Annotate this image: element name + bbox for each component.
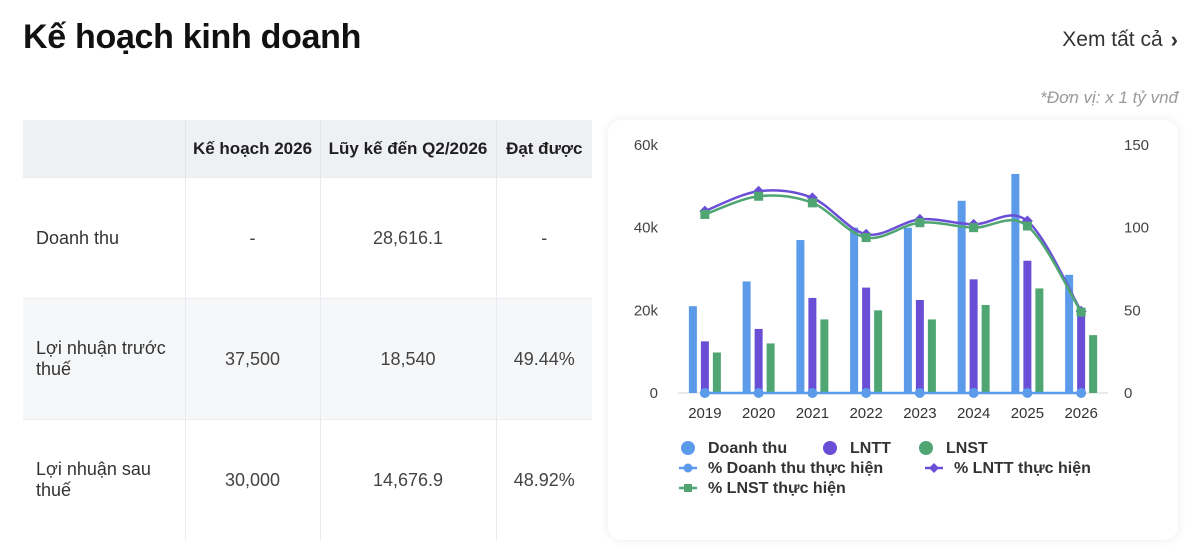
legend-swatch — [823, 441, 837, 455]
bar-lntt — [700, 341, 709, 393]
point-pct-doanh-thu-thực-hiện — [699, 388, 710, 398]
bar-lntt — [915, 300, 924, 393]
legend-marker — [683, 463, 693, 473]
bar-doanh-thu — [957, 200, 966, 393]
right-axis-tick-label: 150 — [1124, 137, 1149, 154]
plan-cell: 30,000 — [185, 419, 321, 540]
x-axis-tick-label: 2026 — [1064, 405, 1097, 422]
plan-cell: 37,500 — [185, 298, 321, 420]
point-pct-doanh-thu-thực-hiện — [861, 388, 872, 398]
x-axis-tick-label: 2021 — [796, 405, 829, 422]
bar-lnst — [981, 304, 990, 393]
table-row: Lợi nhuận sau thuế 30,000 14,676.9 48.92… — [23, 419, 592, 540]
row-label: Lợi nhuận sau thuế — [23, 419, 186, 540]
bar-lnst — [820, 319, 829, 393]
bar-lnst — [927, 319, 936, 393]
bar-doanh-thu — [688, 306, 697, 393]
chevron-right-icon: › — [1170, 27, 1178, 52]
unit-note: *Đơn vị: x 1 tỷ vnđ — [1040, 88, 1178, 107]
legend-label: LNST — [946, 440, 988, 457]
row-label: Lợi nhuận trước thuế — [23, 298, 186, 420]
ytd-cell: 14,676.9 — [320, 419, 497, 540]
point-pct-lnst-thực-hiện — [915, 218, 925, 228]
plan-table: Kế hoạch 2026 Lũy kế đến Q2/2026 Đạt đượ… — [23, 120, 592, 540]
x-axis-tick-label: 2022 — [849, 405, 882, 422]
achieved-cell: 48.92% — [496, 419, 592, 540]
point-pct-doanh-thu-thực-hiện — [1076, 388, 1087, 398]
table-header-cell — [23, 120, 186, 178]
bar-lntt — [1077, 316, 1086, 393]
bar-lnst — [874, 310, 883, 393]
table-header-cell: Kế hoạch 2026 — [185, 120, 321, 178]
legend-swatch — [681, 441, 695, 455]
bar-lntt — [808, 297, 817, 393]
x-axis-tick-label: 2020 — [742, 405, 775, 422]
achieved-cell: 49.44% — [496, 298, 592, 420]
bar-lntt — [969, 279, 978, 393]
see-all-link[interactable]: Xem tất cả › — [1062, 28, 1178, 52]
bar-doanh-thu — [1011, 173, 1020, 393]
x-axis-tick-label: 2025 — [1011, 405, 1044, 422]
bar-lntt — [754, 328, 763, 393]
right-axis-tick-label: 0 — [1124, 385, 1132, 402]
point-pct-doanh-thu-thực-hiện — [968, 388, 979, 398]
plan-cell: - — [185, 177, 321, 299]
point-pct-lnst-thực-hiện — [754, 191, 764, 201]
page-title: Kế hoạch kinh doanh — [23, 18, 362, 56]
legend-label: % LNTT thực hiện — [954, 460, 1091, 477]
point-pct-doanh-thu-thực-hiện — [807, 388, 818, 398]
left-axis-tick-label: 20k — [634, 302, 659, 319]
left-axis-tick-label: 60k — [634, 137, 659, 154]
point-pct-doanh-thu-thực-hiện — [914, 388, 925, 398]
point-pct-lnst-thực-hiện — [1076, 307, 1086, 317]
legend-label: % Doanh thu thực hiện — [708, 460, 883, 477]
point-pct-lnst-thực-hiện — [861, 233, 871, 243]
bar-lnst — [1035, 288, 1044, 393]
bar-lnst — [712, 352, 721, 393]
table-header-row: Kế hoạch 2026 Lũy kế đến Q2/2026 Đạt đượ… — [23, 120, 592, 178]
right-axis-tick-label: 50 — [1124, 302, 1141, 319]
combo-chart: 0 20k 40k 60k 0 50 100 150 2019 2020 2021 2022 2023 2… — [634, 137, 1149, 497]
see-all-label: Xem tất cả — [1062, 28, 1163, 51]
bar-doanh-thu — [1065, 274, 1074, 393]
point-pct-lntt-thực-hiện — [1021, 215, 1033, 227]
bar-lntt — [1023, 260, 1032, 393]
point-pct-doanh-thu-thực-hiện — [753, 388, 764, 398]
chart-card: 0 20k 40k 60k 0 50 100 150 2019 2020 2021 2022 2023 2… — [608, 120, 1178, 540]
point-pct-lnst-thực-hiện — [969, 223, 979, 233]
achieved-cell: - — [496, 177, 592, 299]
point-pct-lnst-thực-hiện — [700, 209, 710, 219]
right-axis-tick-label: 100 — [1124, 220, 1149, 237]
bar-lnst — [766, 343, 775, 393]
table-row: Doanh thu - 28,616.1 - — [23, 177, 592, 299]
table-header-cell: Đạt được — [496, 120, 592, 178]
bar-doanh-thu — [742, 281, 751, 393]
left-axis-tick-label: 40k — [634, 220, 659, 237]
legend-label: % LNST thực hiện — [708, 480, 846, 497]
bar-doanh-thu — [796, 240, 805, 393]
point-pct-doanh-thu-thực-hiện — [1022, 388, 1033, 398]
table-row: Lợi nhuận trước thuế 37,500 18,540 49.44… — [23, 298, 592, 420]
x-axis-tick-label: 2024 — [957, 405, 990, 422]
ytd-cell: 28,616.1 — [320, 177, 497, 299]
bar-doanh-thu — [850, 227, 859, 393]
legend-label: Doanh thu — [708, 440, 787, 457]
point-pct-lnst-thực-hiện — [807, 198, 817, 208]
ytd-cell: 18,540 — [320, 298, 497, 420]
legend-marker — [929, 463, 939, 473]
x-axis-tick-label: 2019 — [688, 405, 721, 422]
legend-label: LNTT — [850, 440, 891, 457]
table-header-cell: Lũy kế đến Q2/2026 — [320, 120, 497, 178]
legend-marker — [684, 484, 692, 492]
bar-doanh-thu — [903, 227, 912, 393]
x-axis-tick-label: 2023 — [903, 405, 936, 422]
point-pct-lnst-thực-hiện — [1022, 221, 1032, 231]
bar-lntt — [862, 287, 871, 393]
left-axis-tick-label: 0 — [650, 385, 658, 402]
bar-lnst — [1089, 335, 1098, 393]
row-label: Doanh thu — [23, 177, 186, 299]
point-pct-lntt-thực-hiện — [806, 192, 818, 204]
legend-swatch — [919, 441, 933, 455]
